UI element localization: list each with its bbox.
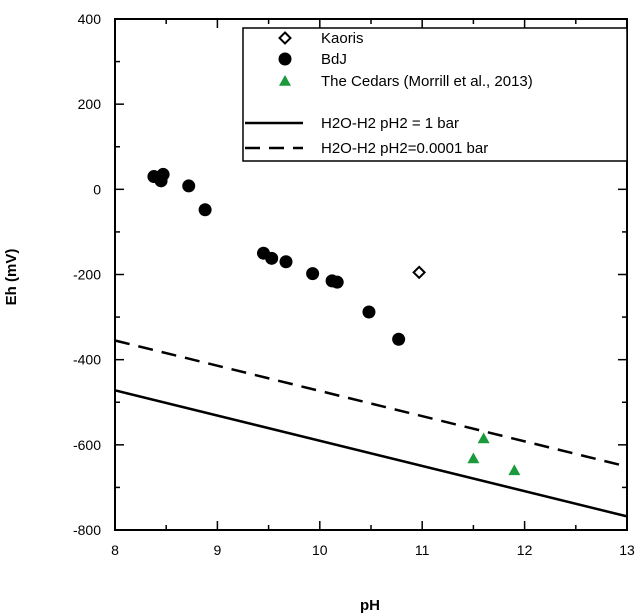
legend-label: BdJ xyxy=(321,51,347,68)
solid-reference-line xyxy=(114,389,628,518)
data-point xyxy=(182,179,196,193)
x-tick-label: 9 xyxy=(214,542,222,558)
y-axis-title: Eh (mV) xyxy=(3,249,20,306)
legend-label: Kaoris xyxy=(321,30,364,47)
legend-marker xyxy=(278,31,292,45)
y-tick-label: 200 xyxy=(78,96,102,112)
x-tick-label: 13 xyxy=(619,542,635,558)
legend: Kaoris BdJ The Cedars (Morrill et al., 201… xyxy=(242,27,628,162)
data-point xyxy=(392,332,406,346)
y-tick-label: -600 xyxy=(73,437,101,453)
legend-marker xyxy=(279,75,291,86)
legend-label: H2O-H2 pH2=0.0001 bar xyxy=(321,140,488,157)
legend-label: H2O-H2 pH2 = 1 bar xyxy=(321,115,459,132)
data-point xyxy=(279,255,293,269)
data-point xyxy=(330,275,344,289)
legend-marker xyxy=(278,52,292,66)
data-point xyxy=(477,432,490,444)
x-tick-label: 8 xyxy=(111,542,119,558)
legend-label: The Cedars (Morrill et al., 2013) xyxy=(321,73,533,90)
data-point xyxy=(306,267,320,281)
axes: 8 9 10 11 12 13 -800 -600 -400 -200 0 200 400 xyxy=(73,11,635,558)
data-point xyxy=(412,265,427,280)
reference-lines xyxy=(114,339,628,518)
y-tick-label: 400 xyxy=(78,11,102,27)
y-tick-label: -800 xyxy=(73,522,101,538)
data-points xyxy=(147,167,521,476)
y-tick-label: 0 xyxy=(93,181,101,197)
data-point xyxy=(198,203,212,217)
data-point xyxy=(362,305,376,319)
x-tick-label: 11 xyxy=(415,542,430,558)
x-axis-title: pH xyxy=(360,597,380,614)
legend-box xyxy=(242,27,628,162)
y-tick-label: -200 xyxy=(73,267,101,283)
data-point xyxy=(467,452,480,464)
data-point xyxy=(156,167,170,181)
x-tick-label: 10 xyxy=(312,542,328,558)
data-point xyxy=(508,464,521,476)
dashed-reference-line xyxy=(114,339,628,468)
x-tick-label: 12 xyxy=(517,542,533,558)
data-point xyxy=(265,251,279,265)
y-tick-label: -400 xyxy=(73,352,101,368)
